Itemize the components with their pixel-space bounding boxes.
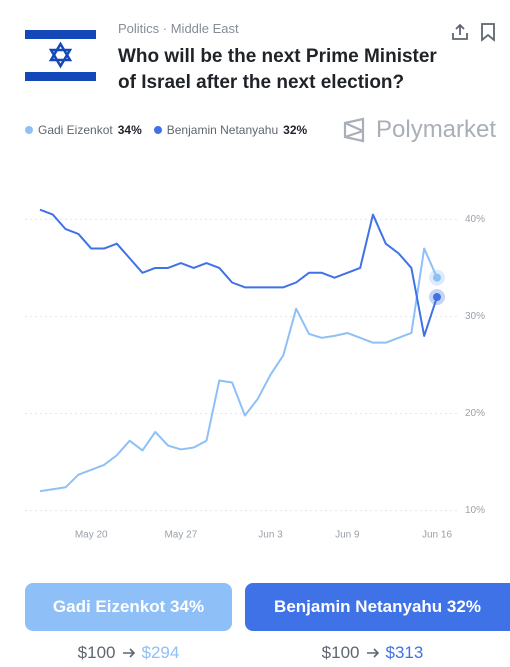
y-tick-label: 10% [465,505,485,516]
arrow [122,648,135,658]
y-tick-label: 30% [465,311,485,322]
stake: $100 [321,643,360,662]
payout-value: $294 [141,643,180,662]
series-line [39,208,438,337]
end-point [433,293,441,302]
series-line [39,247,438,493]
x-tick-label: May 20 [75,530,108,541]
x-tick-label: Jun 3 [258,530,283,541]
x-tick-label: May 27 [164,530,197,541]
arrow [366,648,379,658]
payout: $100 $313 [245,643,500,663]
share-icon[interactable] [450,22,470,42]
legend: Gadi Eizenkot 34% Benjamin Netanyahu 32% [25,123,307,137]
brand-name: Polymarket [376,116,497,143]
market-title: Who will be the next Prime Minister of I… [118,46,437,93]
legend-dot [25,126,33,134]
x-tick-label: Jun 16 [422,530,452,541]
stake: $100 [77,643,116,662]
payout-value: $313 [385,643,424,662]
legend-value: 32% [283,123,308,137]
legend-name: Benjamin Netanyahu [166,123,279,137]
x-tick-label: Jun 9 [335,530,360,541]
buy-button[interactable]: Benjamin Netanyahu 32% [245,583,510,631]
category: Politics · Middle East [118,21,239,36]
bookmark-icon[interactable] [479,22,497,42]
y-tick-label: 40% [465,214,485,225]
legend-item: Benjamin Netanyahu 32% [153,123,308,137]
legend-dot [153,126,162,134]
payout: $100 $294 [25,643,232,663]
end-point [433,273,441,282]
buy-button[interactable]: Gadi Eizenkot 34% [25,583,232,631]
legend-item: Gadi Eizenkot 34% [25,123,142,137]
chart: 10% 20% 30% 40% May 20 May 27 Jun 3 Jun 9 Jun 16 [25,208,485,541]
legend-name: Gadi Eizenkot [38,123,113,137]
legend-value: 34% [117,123,142,137]
y-tick-label: 20% [465,408,485,419]
brand-logo [343,117,365,143]
israel-flag [25,28,96,83]
